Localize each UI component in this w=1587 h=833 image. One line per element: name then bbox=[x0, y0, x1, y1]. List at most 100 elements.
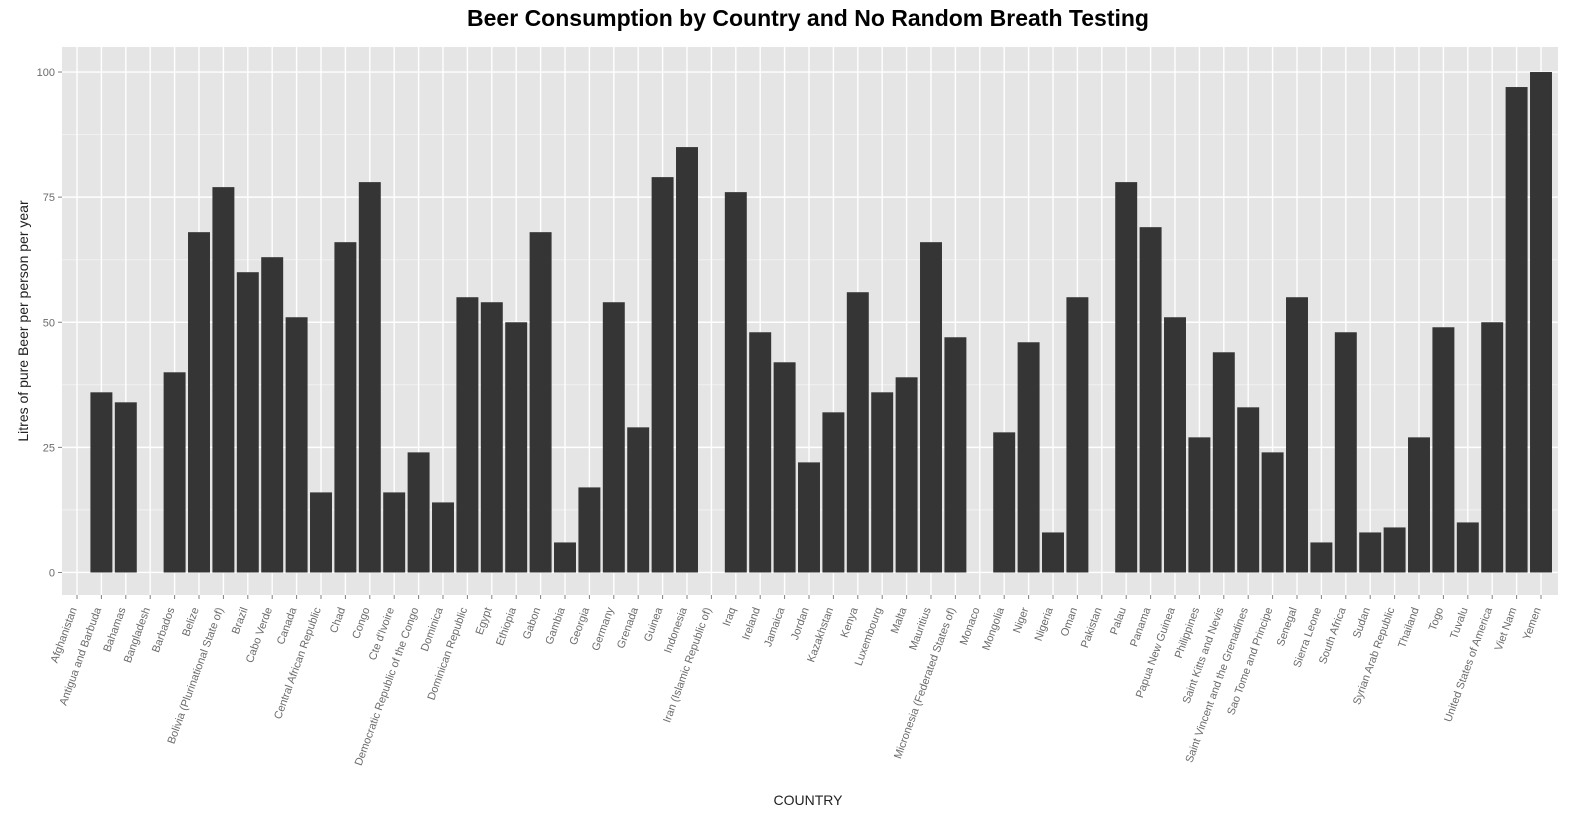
bar bbox=[212, 187, 235, 573]
y-tick-label: 0 bbox=[49, 567, 55, 579]
x-tick-label: Panama bbox=[1128, 605, 1154, 648]
bar bbox=[358, 182, 381, 573]
bar bbox=[993, 432, 1016, 573]
x-tick-label: Chad bbox=[328, 606, 348, 635]
bar bbox=[1115, 182, 1138, 573]
bar bbox=[627, 427, 650, 573]
x-tick-label: Ethiopia bbox=[494, 605, 519, 647]
x-tick-label: Egypt bbox=[474, 606, 495, 637]
y-tick-label: 100 bbox=[37, 67, 55, 79]
x-tick-label: Barbados bbox=[150, 605, 178, 654]
x-tick-label: Georgia bbox=[568, 605, 593, 647]
bar bbox=[822, 412, 845, 573]
x-tick-label: Senegal bbox=[1275, 606, 1300, 648]
bar bbox=[407, 452, 430, 573]
y-axis-title: Litres of pure Beer per person per year bbox=[15, 200, 31, 442]
y-tick-label: 25 bbox=[43, 442, 55, 454]
y-tick-label: 75 bbox=[43, 192, 55, 204]
x-tick-label: Germany bbox=[590, 605, 617, 652]
x-tick-label: Dominica bbox=[419, 605, 446, 653]
bar bbox=[920, 242, 942, 573]
bar bbox=[724, 192, 747, 573]
bar bbox=[1408, 437, 1430, 573]
x-tick-label: Nigeria bbox=[1033, 605, 1056, 643]
x-tick-label: Viet Nam bbox=[1493, 606, 1520, 652]
bar bbox=[1066, 297, 1089, 573]
bar bbox=[1212, 352, 1235, 573]
bar bbox=[773, 362, 796, 573]
x-tick-label: Brazil bbox=[230, 606, 251, 636]
bar bbox=[1042, 532, 1064, 573]
bar bbox=[285, 317, 308, 573]
bar bbox=[1481, 322, 1504, 573]
bar bbox=[602, 302, 625, 573]
bar bbox=[749, 332, 772, 573]
bar bbox=[1456, 522, 1479, 573]
x-tick-label: Iraq bbox=[721, 606, 739, 628]
bar bbox=[1383, 527, 1406, 573]
x-tick-label: Togo bbox=[1427, 606, 1446, 633]
bar bbox=[1310, 542, 1333, 573]
bar bbox=[261, 257, 284, 573]
x-tick-label: Gabon bbox=[521, 606, 544, 641]
bar bbox=[676, 147, 698, 573]
bar bbox=[1261, 452, 1284, 573]
bar bbox=[1017, 342, 1040, 573]
x-tick-label: Niger bbox=[1011, 606, 1031, 635]
x-tick-label: Kenya bbox=[839, 605, 861, 639]
bar bbox=[114, 402, 137, 573]
bar bbox=[456, 297, 479, 573]
x-tick-label: Congo bbox=[350, 606, 372, 641]
x-tick-label: Palau bbox=[1108, 606, 1129, 637]
x-tick-label: Bahamas bbox=[101, 605, 128, 653]
bar bbox=[1164, 317, 1186, 573]
bar bbox=[578, 487, 601, 573]
x-tick-label: Malta bbox=[889, 605, 910, 635]
x-tick-label: Thailand bbox=[1396, 606, 1422, 650]
bar bbox=[236, 272, 259, 573]
bar bbox=[1237, 407, 1260, 573]
x-tick-label: Iran (Islamic Republic of) bbox=[661, 606, 714, 724]
bars bbox=[90, 72, 1552, 573]
bar bbox=[1505, 87, 1528, 573]
bar bbox=[895, 377, 918, 573]
bar bbox=[871, 392, 894, 573]
bar bbox=[90, 392, 113, 573]
x-tick-label: Canada bbox=[275, 605, 300, 646]
bar bbox=[529, 232, 552, 573]
bar bbox=[554, 542, 576, 573]
bar bbox=[1139, 227, 1162, 573]
x-tick-label: Jordan bbox=[789, 606, 812, 642]
bar bbox=[505, 322, 528, 573]
x-tick-label: Indonesia bbox=[662, 605, 690, 655]
x-tick-label: Sudan bbox=[1351, 606, 1373, 640]
bar bbox=[1188, 437, 1211, 573]
x-tick-label: Gambia bbox=[543, 605, 568, 646]
bar bbox=[846, 292, 869, 573]
chart-title: Beer Consumption by Country and No Rando… bbox=[467, 5, 1149, 31]
x-tick-label: Oman bbox=[1059, 606, 1081, 638]
x-tick-label: Guinea bbox=[642, 605, 666, 643]
x-tick-label: Mauritius bbox=[907, 605, 934, 652]
x-tick-label: Mongolia bbox=[980, 605, 1007, 652]
x-tick-label: United States of America bbox=[1442, 605, 1495, 724]
x-tick-label: Jamaica bbox=[762, 605, 788, 648]
x-tick-label: Pakistan bbox=[1079, 606, 1105, 650]
bar bbox=[651, 177, 674, 573]
x-tick-label: Yemen bbox=[1521, 606, 1544, 642]
bar bbox=[1530, 72, 1552, 573]
bar bbox=[1432, 327, 1455, 573]
bar bbox=[383, 492, 406, 573]
bar bbox=[432, 502, 454, 573]
y-tick-label: 50 bbox=[43, 317, 55, 329]
bar bbox=[944, 337, 967, 573]
x-tick-label: Bolivia (Plurinational State of) bbox=[166, 606, 227, 746]
bar bbox=[188, 232, 210, 573]
x-tick-label: Monaco bbox=[958, 606, 983, 647]
bar bbox=[1334, 332, 1357, 573]
bar bbox=[1286, 297, 1308, 573]
bar bbox=[480, 302, 503, 573]
bar bbox=[334, 242, 357, 573]
x-axis-title: COUNTRY bbox=[774, 792, 844, 808]
